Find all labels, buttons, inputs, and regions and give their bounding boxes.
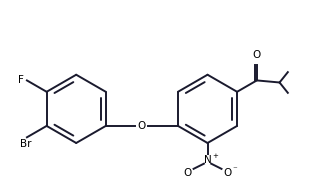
Text: O: O <box>184 168 192 178</box>
Text: ⁻: ⁻ <box>232 165 237 174</box>
Text: +: + <box>212 153 218 159</box>
Text: O: O <box>223 168 231 178</box>
Text: N: N <box>204 154 212 164</box>
Text: Br: Br <box>20 139 32 149</box>
Text: F: F <box>18 75 24 85</box>
Text: O: O <box>138 121 146 131</box>
Text: O: O <box>253 50 261 60</box>
